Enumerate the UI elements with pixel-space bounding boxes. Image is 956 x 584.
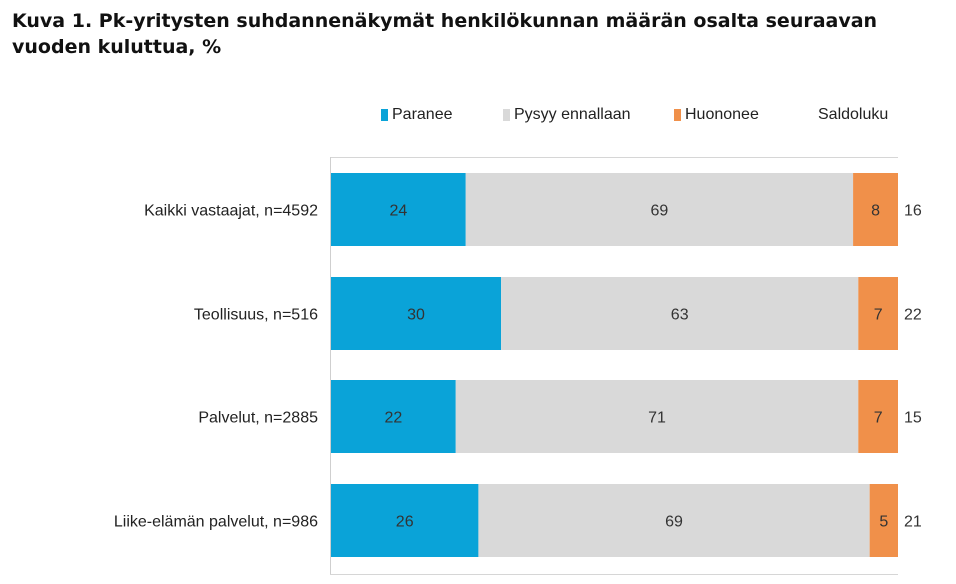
bar-segment-pysyy: [465, 173, 854, 246]
data-label-paranee: 22: [384, 410, 402, 427]
legend-label-huononee: Huononee: [685, 106, 759, 123]
plot-frame: [330, 157, 898, 575]
data-label-pysyy: 71: [648, 410, 666, 427]
category-label: Kaikki vastaajat, n=4592: [144, 203, 318, 220]
data-label-pysyy: 69: [665, 514, 683, 531]
bar-segment-huononee: [858, 277, 898, 350]
legend-swatch-paranee: [381, 109, 388, 121]
data-label-huononee: 7: [874, 410, 883, 427]
data-label-paranee: 24: [389, 203, 407, 220]
legend-item-paranee: Paranee: [381, 106, 453, 124]
bar-segment-huononee: [869, 484, 898, 557]
bar-segment-paranee: [331, 277, 502, 350]
bar-segment-paranee: [331, 380, 456, 453]
saldoluku-label: 22: [904, 307, 922, 324]
category-label: Palvelut, n=2885: [198, 410, 318, 427]
saldoluku-label: 21: [904, 514, 922, 531]
bar-segment-huononee: [853, 173, 898, 246]
saldoluku-label: 16: [904, 203, 922, 220]
bar-segment-pysyy: [501, 277, 859, 350]
bar-segment-paranee: [331, 173, 466, 246]
bar-segment-pysyy: [455, 380, 859, 453]
data-label-huononee: 7: [874, 307, 883, 324]
data-label-paranee: 26: [396, 514, 414, 531]
category-label: Liike-elämän palvelut, n=986: [114, 514, 318, 531]
legend-label-pysyy: Pysyy ennallaan: [514, 106, 631, 123]
bar-segment-paranee: [331, 484, 479, 557]
legend-label-saldoluku: Saldoluku: [818, 106, 889, 123]
legend-swatch-huononee: [674, 109, 681, 121]
data-label-paranee: 30: [407, 307, 425, 324]
data-label-pysyy: 69: [651, 203, 669, 220]
legend-item-pysyy: Pysyy ennallaan: [503, 106, 631, 124]
legend-item-huononee: Huononee: [674, 106, 759, 124]
bar-segment-pysyy: [478, 484, 870, 557]
data-label-huononee: 8: [871, 203, 880, 220]
legend-label-paranee: Paranee: [392, 106, 453, 123]
data-label-huononee: 5: [879, 514, 888, 531]
chart-title: Kuva 1. Pk-yritysten suhdannenäkymät hen…: [12, 10, 878, 58]
saldoluku-label: 15: [904, 410, 922, 427]
bar-segment-huononee: [858, 380, 898, 453]
legend: Paranee Pysyy ennallaan Huononee Saldolu…: [0, 106, 956, 128]
data-label-pysyy: 63: [671, 307, 689, 324]
legend-swatch-pysyy: [503, 109, 510, 121]
category-label: Teollisuus, n=516: [194, 307, 318, 324]
legend-item-saldoluku: Saldoluku: [818, 106, 888, 124]
category-axis-line: [330, 157, 331, 574]
